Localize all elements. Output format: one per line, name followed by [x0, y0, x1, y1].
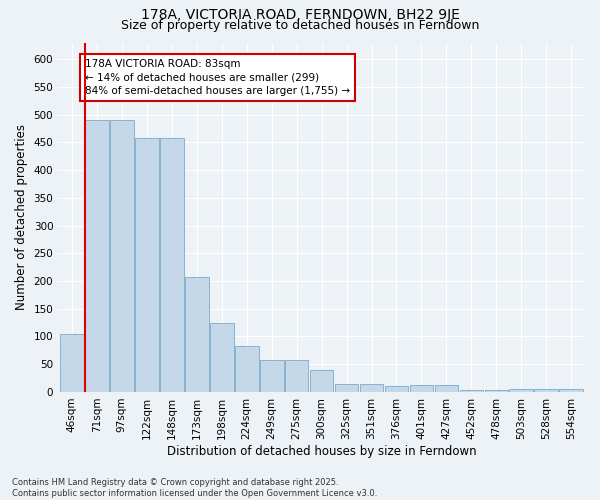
- Bar: [335, 384, 358, 392]
- Bar: [509, 388, 533, 392]
- Bar: [85, 120, 109, 392]
- X-axis label: Distribution of detached houses by size in Ferndown: Distribution of detached houses by size …: [167, 444, 476, 458]
- Bar: [359, 384, 383, 392]
- Bar: [135, 138, 158, 392]
- Text: Contains HM Land Registry data © Crown copyright and database right 2025.
Contai: Contains HM Land Registry data © Crown c…: [12, 478, 377, 498]
- Bar: [310, 370, 334, 392]
- Text: Size of property relative to detached houses in Ferndown: Size of property relative to detached ho…: [121, 19, 479, 32]
- Bar: [535, 388, 558, 392]
- Text: 178A VICTORIA ROAD: 83sqm
← 14% of detached houses are smaller (299)
84% of semi: 178A VICTORIA ROAD: 83sqm ← 14% of detac…: [85, 59, 350, 96]
- Bar: [559, 388, 583, 392]
- Bar: [210, 322, 233, 392]
- Text: 178A, VICTORIA ROAD, FERNDOWN, BH22 9JE: 178A, VICTORIA ROAD, FERNDOWN, BH22 9JE: [140, 8, 460, 22]
- Y-axis label: Number of detached properties: Number of detached properties: [15, 124, 28, 310]
- Bar: [485, 390, 508, 392]
- Bar: [160, 138, 184, 392]
- Bar: [60, 334, 84, 392]
- Bar: [260, 360, 284, 392]
- Bar: [385, 386, 409, 392]
- Bar: [410, 386, 433, 392]
- Bar: [110, 120, 134, 392]
- Bar: [285, 360, 308, 392]
- Bar: [460, 390, 483, 392]
- Bar: [185, 276, 209, 392]
- Bar: [235, 346, 259, 392]
- Bar: [434, 386, 458, 392]
